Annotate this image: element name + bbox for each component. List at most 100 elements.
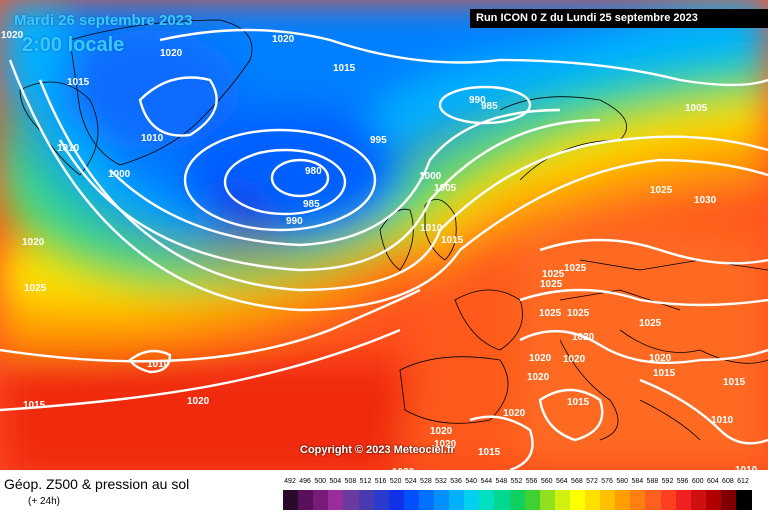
legend-swatch — [343, 490, 359, 510]
legend-value: 492 — [284, 478, 296, 485]
legend-value: 556 — [525, 478, 538, 485]
pressure-label: 1020 — [527, 372, 550, 383]
legend-value: 508 — [344, 478, 357, 485]
legend-swatch — [298, 490, 314, 510]
legend-value: 532 — [435, 478, 447, 485]
legend-swatch — [524, 490, 541, 510]
pressure-label: 1010 — [711, 415, 734, 426]
pressure-label: 1015 — [723, 377, 746, 388]
legend-swatch — [630, 490, 646, 510]
legend-swatch — [283, 490, 299, 510]
valid-date: Mardi 26 septembre 2023 — [14, 12, 193, 29]
legend-value: 572 — [586, 478, 598, 485]
legend-swatch — [569, 490, 586, 510]
legend-value: 580 — [616, 478, 629, 485]
legend-swatch — [494, 490, 510, 510]
legend-swatch — [660, 490, 677, 510]
pressure-label: 990 — [469, 95, 486, 106]
legend-value: 520 — [389, 478, 402, 485]
legend-swatch — [554, 490, 571, 510]
pressure-label: 1020 — [272, 34, 295, 45]
pressure-label: 1010 — [147, 359, 170, 370]
legend-swatch — [736, 490, 752, 510]
pressure-label: 1025 — [540, 279, 563, 290]
legend-value: 552 — [510, 478, 523, 485]
color-scale-legend: 492 496 500 504 508 512 516 520 524 528 532 536 540 5… — [283, 478, 753, 510]
isobar-labels: 1020 102010201015101510101010100099599098… — [1, 9, 758, 470]
pressure-label: 1020 — [563, 354, 586, 365]
legend-swatch — [675, 490, 692, 510]
legend-swatch — [313, 490, 329, 510]
pressure-label: 985 — [481, 101, 498, 112]
geopotential-color-bands — [0, 0, 768, 470]
legend-value: 524 — [404, 478, 417, 485]
legend-value: 504 — [329, 478, 342, 485]
legend-value: 592 — [661, 478, 674, 485]
pressure-label: 1015 — [567, 397, 590, 408]
legend-value: 600 — [691, 478, 704, 485]
pressure-label: 1015 — [653, 368, 676, 379]
pressure-label: 1025 — [24, 283, 47, 294]
pressure-label: 1020 — [392, 467, 415, 470]
pressure-label: 1025 — [564, 263, 587, 274]
pressure-label: 1020 — [160, 48, 183, 59]
legend-value: 584 — [631, 478, 644, 485]
pressure-label: 1030 — [694, 195, 717, 206]
legend-value: 496 — [299, 478, 311, 485]
pressure-label: 980 — [305, 166, 322, 177]
pressure-label: 1025 — [639, 318, 662, 329]
pressure-label: 1025 — [567, 308, 590, 319]
legend-value: 500 — [314, 478, 327, 485]
pressure-label: 1015 — [23, 400, 46, 411]
pressure-label: 1010 — [420, 223, 443, 234]
pressure-label: 1000 — [108, 169, 131, 180]
legend-swatch — [479, 490, 495, 510]
geopotential-field: 1020 102010201015101510101010100099599098… — [0, 0, 768, 470]
legend-value: 588 — [646, 478, 659, 485]
pressure-label: 1020 — [649, 353, 672, 364]
legend-swatch — [358, 490, 375, 510]
isobar-lines — [0, 28, 768, 470]
legend-value: 576 — [601, 478, 613, 485]
legend-swatch — [645, 490, 661, 510]
pressure-label: 1025 — [542, 269, 565, 280]
product-title: Géop. Z500 & pression au sol — [4, 476, 190, 492]
legend-swatch — [720, 490, 737, 510]
legend-value: 612 — [737, 478, 749, 485]
pressure-label: 990 — [286, 216, 303, 227]
map-footer: Géop. Z500 & pression au sol (+ 24h) 492… — [0, 470, 768, 512]
legend-swatch — [464, 490, 480, 510]
legend-value: 560 — [540, 478, 553, 485]
legend-swatch — [600, 490, 616, 510]
pressure-label: 1010 — [57, 143, 80, 154]
legend-swatch — [509, 490, 526, 510]
forecast-lead-time: (+ 24h) — [28, 496, 60, 507]
legend-value: 596 — [676, 478, 689, 485]
pressure-label: 1005 — [685, 103, 708, 114]
legend-swatch — [585, 490, 601, 510]
pressure-label: 1020 — [1, 30, 24, 41]
pressure-label: 985 — [303, 199, 320, 210]
pressure-label: 1015 — [478, 447, 501, 458]
legend-swatch — [690, 490, 707, 510]
pressure-label: 1015 — [67, 77, 90, 88]
model-run-label: Run ICON 0 Z du Lundi 25 septembre 2023 — [470, 9, 768, 28]
legend-swatch — [418, 490, 435, 510]
pressure-label: 1020 — [187, 396, 210, 407]
pressure-label: 1020 — [434, 439, 457, 450]
legend-value: 528 — [420, 478, 432, 485]
pressure-label: 1025 — [650, 185, 673, 196]
legend-swatch — [373, 490, 390, 510]
copyright-notice: Copyright © 2023 Meteociel.fr — [300, 444, 455, 456]
legend-value: 568 — [571, 478, 583, 485]
legend-value: 544 — [480, 478, 493, 485]
pressure-label: 1020 — [430, 426, 453, 437]
legend-swatch — [403, 490, 420, 510]
pressure-label: 1015 — [333, 63, 356, 74]
legend-swatch — [615, 490, 631, 510]
legend-swatch — [449, 490, 465, 510]
legend-swatch — [388, 490, 405, 510]
pressure-label: 1005 — [434, 183, 457, 194]
legend-value: 540 — [465, 478, 478, 485]
legend-value: 608 — [722, 478, 734, 485]
